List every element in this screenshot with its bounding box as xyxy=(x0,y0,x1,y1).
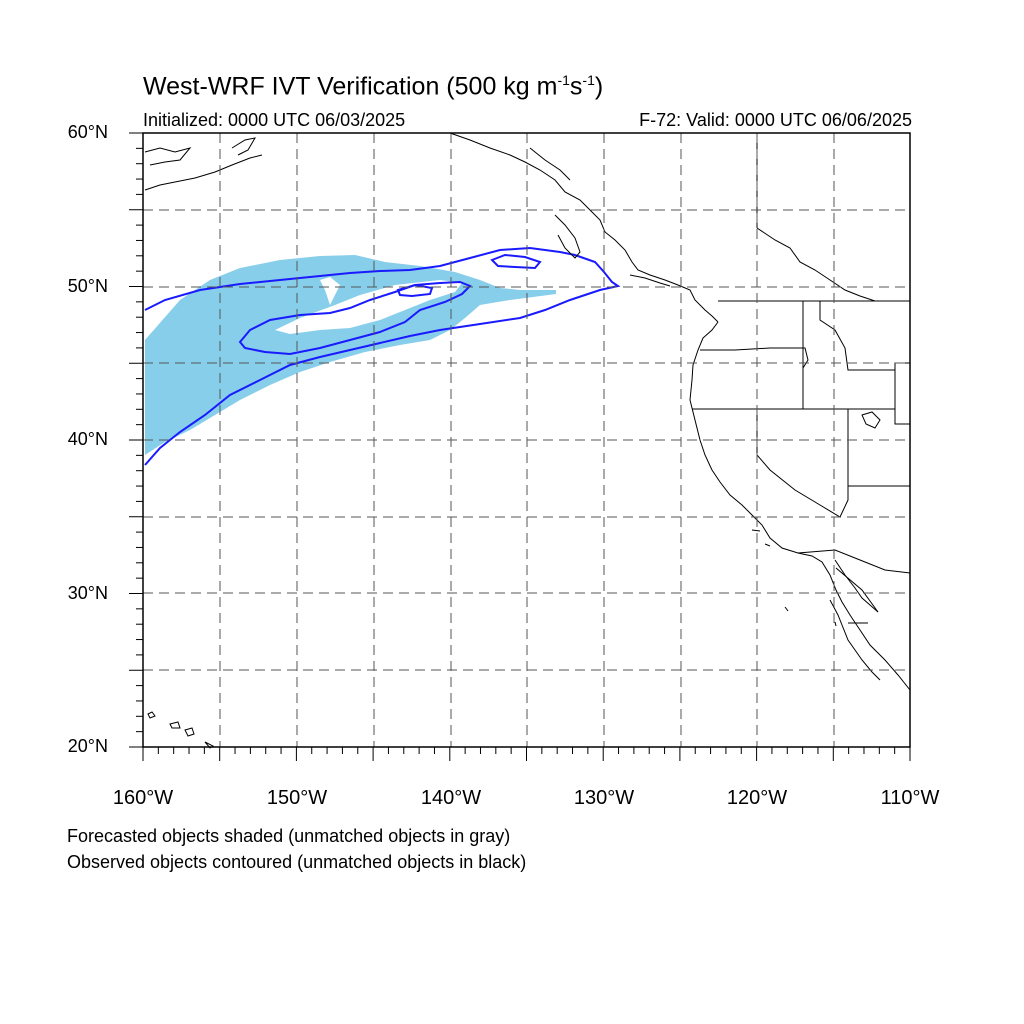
observed-contour-inner xyxy=(238,280,472,356)
axis-ticks xyxy=(129,132,911,761)
lon-label-150w: 150°W xyxy=(266,787,328,809)
forecast-note: Forecasted objects shaded (unmatched obj… xyxy=(67,826,511,846)
lon-label-130w: 130°W xyxy=(573,787,635,809)
observed-contour-outer-north xyxy=(144,246,621,466)
forecast-gaps xyxy=(275,277,462,334)
initialized-label: Initialized: 0000 UTC 06/03/2025 xyxy=(143,110,406,130)
forecast-object-main xyxy=(145,255,556,455)
valid-label: F-72: Valid: 0000 UTC 06/06/2025 xyxy=(639,110,912,130)
forecast-objects xyxy=(145,255,556,455)
observed-contour-small-north xyxy=(490,253,542,270)
lat-label-50n: 50°N xyxy=(67,276,108,296)
lon-label-120w: 120°W xyxy=(726,787,788,809)
lon-label-160w: 160°W xyxy=(112,787,174,809)
lat-label-40n: 40°N xyxy=(67,429,108,449)
observed-objects xyxy=(144,246,621,466)
lat-label-60n: 60°N xyxy=(67,122,108,142)
lat-label-30n: 30°N xyxy=(67,583,108,603)
lat-label-20n: 20°N xyxy=(67,736,108,756)
lon-label-110w: 110°W xyxy=(880,787,940,809)
map-title: West-WRF IVT Verification (500 kg m-1s-1… xyxy=(143,72,604,101)
lon-label-140w: 140°W xyxy=(420,787,482,809)
observed-note: Observed objects contoured (unmatched ob… xyxy=(67,852,527,872)
state-boundaries xyxy=(692,133,911,624)
lat-lon-grid xyxy=(143,133,910,747)
observed-contour-small-mid xyxy=(396,283,434,298)
